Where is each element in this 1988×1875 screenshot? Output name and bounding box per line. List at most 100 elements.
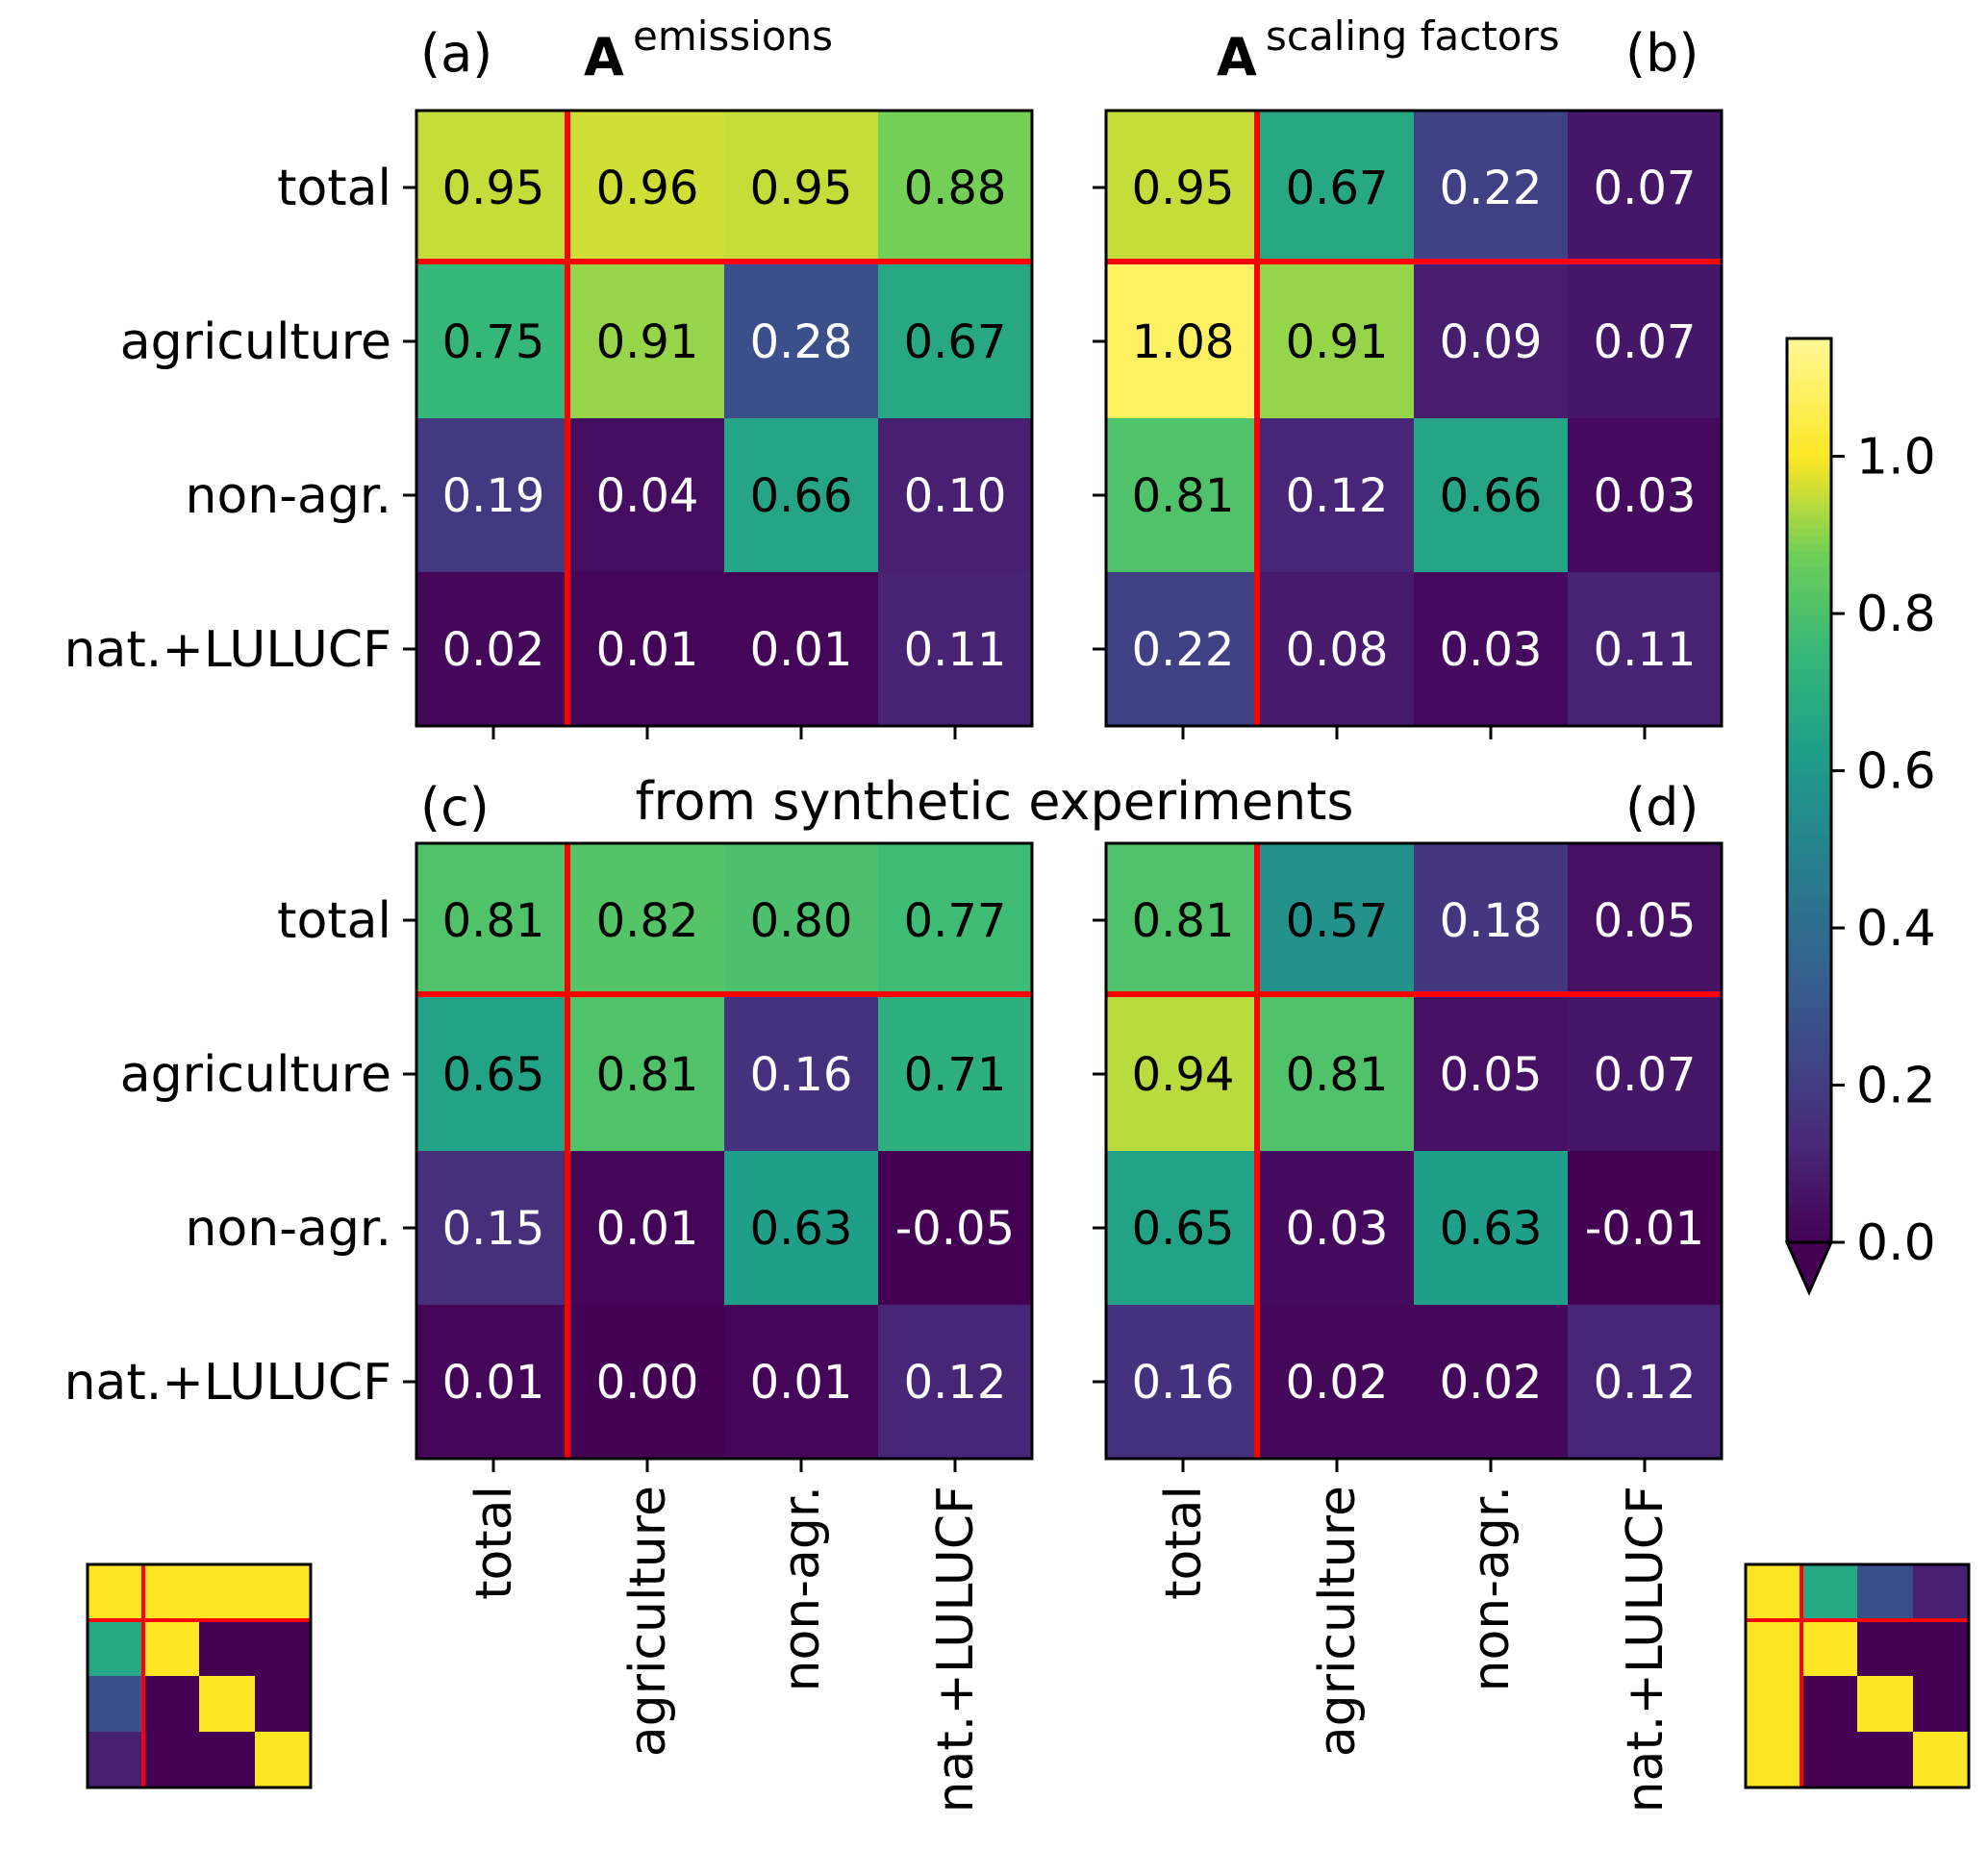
- heatmap-cell: [570, 843, 724, 997]
- cell-value-label: 0.66: [1440, 469, 1543, 523]
- colorbar-segment: [1787, 613, 1831, 623]
- cell-value-label: 0.95: [750, 162, 853, 215]
- colorbar-segment: [1787, 582, 1831, 591]
- colorbar-segment: [1787, 715, 1831, 725]
- heatmap-cell: [724, 843, 878, 997]
- colorbar-segment: [1787, 535, 1831, 544]
- inset-cell: [1801, 1676, 1857, 1732]
- colorbar-segment: [1787, 676, 1831, 686]
- cell-value-label: 0.63: [1440, 1202, 1543, 1256]
- cell-value-label: 0.88: [904, 162, 1007, 215]
- colorbar-segment: [1787, 708, 1831, 717]
- heatmap-cells-layer: [88, 111, 1969, 1788]
- colorbar-segment: [1787, 1045, 1831, 1055]
- colorbar-segment: [1787, 471, 1831, 482]
- colorbar-segment: [1787, 369, 1831, 379]
- heatmap-cell: [1260, 997, 1414, 1151]
- cell-value-label: 0.16: [1132, 1356, 1235, 1410]
- inset-cell: [88, 1564, 143, 1620]
- cell-value-label: 0.22: [1132, 623, 1235, 677]
- inset-cell: [199, 1564, 255, 1620]
- y-tick-label: non-agr.: [186, 467, 392, 525]
- heatmap-cell: [1568, 1305, 1722, 1459]
- heatmap-cell: [570, 418, 724, 572]
- header-text: from synthetic experiments: [635, 771, 1353, 832]
- colorbar-segment: [1787, 1116, 1831, 1126]
- title-b-main: A: [1217, 27, 1257, 88]
- heatmap-cell: [1414, 997, 1568, 1151]
- colorbar-segment: [1787, 1147, 1831, 1158]
- colorbar-segment: [1787, 1124, 1831, 1134]
- colorbar-segment: [1787, 928, 1831, 938]
- colorbar-tick-label: 0.0: [1856, 1214, 1936, 1272]
- heatmap-cell: [878, 572, 1032, 726]
- heatmap-cell: [416, 264, 570, 418]
- heatmap-cell: [570, 1151, 724, 1305]
- colorbar-segment: [1787, 936, 1831, 945]
- cell-value-label: 0.65: [442, 1048, 545, 1102]
- colorbar-segment: [1787, 1139, 1831, 1149]
- colorbar-segment: [1787, 644, 1831, 654]
- cell-value-label: 0.81: [1132, 469, 1235, 523]
- heatmap-cell: [1260, 264, 1414, 418]
- cell-value-label: 0.67: [904, 315, 1007, 369]
- y-tick-label: agriculture: [120, 313, 391, 371]
- colorbar-segment: [1787, 1203, 1831, 1212]
- inset-cell: [199, 1676, 255, 1732]
- colorbar-segment: [1787, 943, 1831, 953]
- x-tick-label: non-agr.: [1463, 1486, 1521, 1692]
- cell-value-label: 0.12: [904, 1356, 1007, 1410]
- cell-value-label: 0.57: [1286, 894, 1389, 948]
- cell-value-label: 0.11: [1594, 623, 1697, 677]
- heatmap-cell: [570, 1305, 724, 1459]
- panel-frame: [1104, 841, 1724, 1461]
- heatmap-cell: [570, 111, 724, 264]
- heatmap-cell: [1106, 1305, 1260, 1459]
- colorbar-segment: [1787, 1226, 1831, 1236]
- colorbar-segment: [1787, 919, 1831, 930]
- colorbar-segment: [1787, 1006, 1831, 1015]
- colorbar-segment: [1787, 448, 1831, 458]
- colorbar-segment: [1787, 700, 1831, 710]
- colorbar-segment: [1787, 888, 1831, 898]
- inset-cell: [1913, 1620, 1969, 1676]
- colorbar-segment: [1787, 817, 1831, 827]
- heatmap-cell: [1106, 418, 1260, 572]
- colorbar-segment: [1787, 661, 1831, 670]
- cell-value-label: 0.81: [596, 1048, 699, 1102]
- colorbar-segment: [1787, 401, 1831, 411]
- inset-cell: [255, 1620, 311, 1676]
- colorbar-segment: [1787, 810, 1831, 819]
- colorbar-segment: [1787, 825, 1831, 835]
- inset-frame: [1744, 1562, 1971, 1789]
- colorbar-segment: [1787, 951, 1831, 961]
- cell-value-label: 0.05: [1440, 1048, 1543, 1102]
- cell-value-label: 0.75: [442, 315, 545, 369]
- inset-cell: [199, 1732, 255, 1788]
- colorbar-segment: [1787, 731, 1831, 740]
- cell-value-label: 0.22: [1440, 162, 1543, 215]
- colorbar-segment: [1787, 864, 1831, 874]
- cell-value-label: 0.07: [1594, 315, 1697, 369]
- cell-value-label: 0.91: [596, 315, 699, 369]
- heatmap-cell: [1568, 111, 1722, 264]
- inset-frame: [86, 1562, 313, 1789]
- inset-cell: [1857, 1564, 1913, 1620]
- colorbar-segment: [1787, 511, 1831, 520]
- colorbar-segment: [1787, 1022, 1831, 1032]
- heatmap-cell: [724, 111, 878, 264]
- cell-value-label: 0.07: [1594, 1048, 1697, 1102]
- inset-cell: [143, 1620, 199, 1676]
- cell-value-label: 0.95: [1132, 162, 1235, 215]
- colorbar-segment: [1787, 1156, 1831, 1165]
- heatmap-cell: [1260, 1305, 1414, 1459]
- colorbar-segment: [1787, 424, 1831, 435]
- colorbar-segment: [1787, 433, 1831, 442]
- panel-frame: [415, 109, 1034, 728]
- colorbar-segment: [1787, 841, 1831, 851]
- heatmap-cell: [1568, 997, 1722, 1151]
- x-tick-label: agriculture: [1309, 1486, 1367, 1757]
- colorbar-segment: [1787, 1211, 1831, 1220]
- inset-cell: [143, 1676, 199, 1732]
